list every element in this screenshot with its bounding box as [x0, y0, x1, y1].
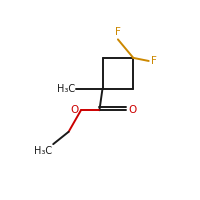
Text: O: O — [70, 105, 79, 115]
Text: F: F — [115, 27, 121, 37]
Text: F: F — [151, 56, 157, 66]
Text: H₃C: H₃C — [34, 146, 52, 156]
Text: H₃C: H₃C — [57, 84, 75, 94]
Text: O: O — [128, 105, 136, 115]
